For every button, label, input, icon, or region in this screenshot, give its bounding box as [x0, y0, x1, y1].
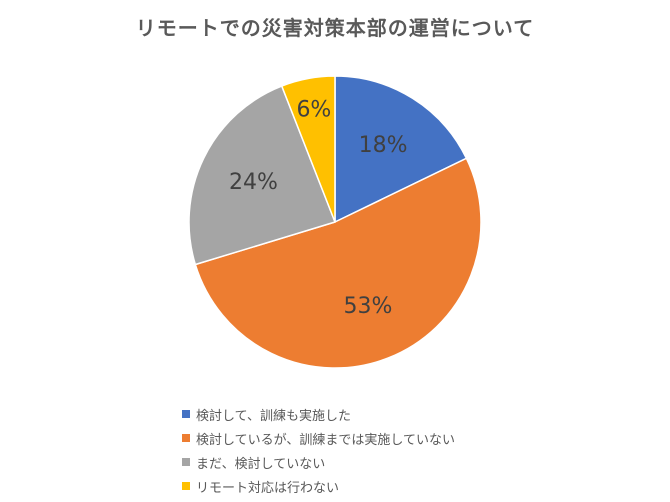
legend-swatch: [182, 482, 190, 490]
legend-swatch: [182, 410, 190, 418]
chart-title: リモートでの災害対策本部の運営について: [135, 16, 535, 40]
pie-slices: [188, 75, 482, 369]
slice-data-label: 18%: [359, 133, 408, 158]
slice-data-label: 24%: [229, 170, 278, 195]
legend-label: 検討して、訓練も実施した: [196, 408, 351, 424]
legend-item: まだ、検討していない: [182, 450, 455, 474]
legend-label: まだ、検討していない: [196, 456, 326, 472]
legend-item: リモート対応は行わない: [182, 474, 455, 498]
pie-slice: [194, 157, 482, 369]
pie-slice: [334, 75, 468, 224]
slice-data-label: 53%: [344, 294, 393, 319]
legend-label: 検討しているが、訓練までは実施していない: [196, 432, 455, 448]
legend-item: 検討して、訓練も実施した: [182, 402, 455, 426]
legend-swatch: [182, 434, 190, 442]
pie-data-labels: 18% 53% 24% 6%: [229, 98, 408, 319]
chart-legend: 検討して、訓練も実施した検討しているが、訓練までは実施していない まだ、検討してい…: [182, 402, 455, 498]
legend-swatch: [182, 458, 190, 466]
legend-item: 検討しているが、訓練までは実施していない: [182, 426, 455, 450]
pie-slice: [280, 75, 336, 223]
slice-data-label: 6%: [296, 98, 331, 123]
legend-label: リモート対応は行わない: [196, 480, 340, 496]
